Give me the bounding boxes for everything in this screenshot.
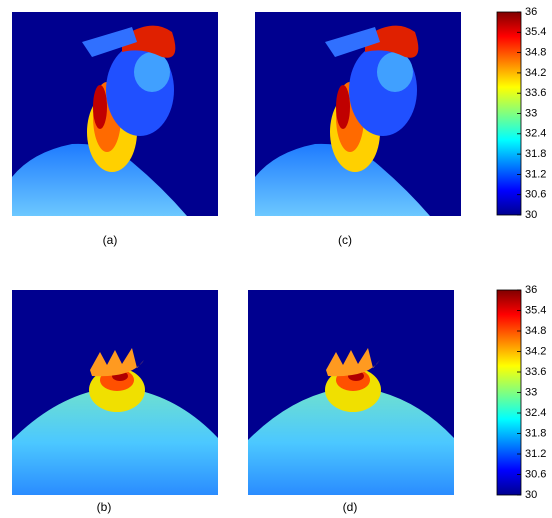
tick-label: 33.6 (525, 87, 546, 99)
tick-label: 34.8 (525, 325, 546, 337)
tick-label: 33 (525, 386, 537, 398)
tick-label: 36 (525, 284, 537, 296)
panel-c (255, 12, 461, 216)
tick-label: 36 (525, 6, 537, 18)
tick-label: 35.4 (525, 304, 546, 316)
tick-label: 31.2 (525, 168, 546, 180)
tick-label: 34.2 (525, 67, 546, 79)
tick-label: 35.4 (525, 26, 546, 38)
panel-d (248, 290, 454, 495)
panel-label: (c) (338, 233, 352, 247)
tick-label: 30.6 (525, 189, 546, 201)
figure: (a) (c) (b) (d) 30 30.6 31.2 31.8 32.4 33 33.6… (0, 0, 552, 518)
tick-label: 32.4 (525, 128, 546, 140)
tick-label: 31.8 (525, 427, 546, 439)
tick-label: 30 (525, 209, 537, 221)
panel-label: (d) (343, 500, 358, 514)
tick-label: 34.8 (525, 47, 546, 59)
panel-a (12, 12, 218, 216)
panel-b (12, 290, 218, 495)
tick-label: 30.6 (525, 468, 546, 480)
tick-label: 31.2 (525, 448, 546, 460)
tick-label: 31.8 (525, 148, 546, 160)
tick-label: 30 (525, 489, 537, 501)
panel-label: (a) (103, 233, 118, 247)
tick-label: 33.6 (525, 366, 546, 378)
panel-label: (b) (97, 500, 112, 514)
tick-label: 33 (525, 107, 537, 119)
tick-label: 32.4 (525, 407, 546, 419)
tick-label: 34.2 (525, 345, 546, 357)
